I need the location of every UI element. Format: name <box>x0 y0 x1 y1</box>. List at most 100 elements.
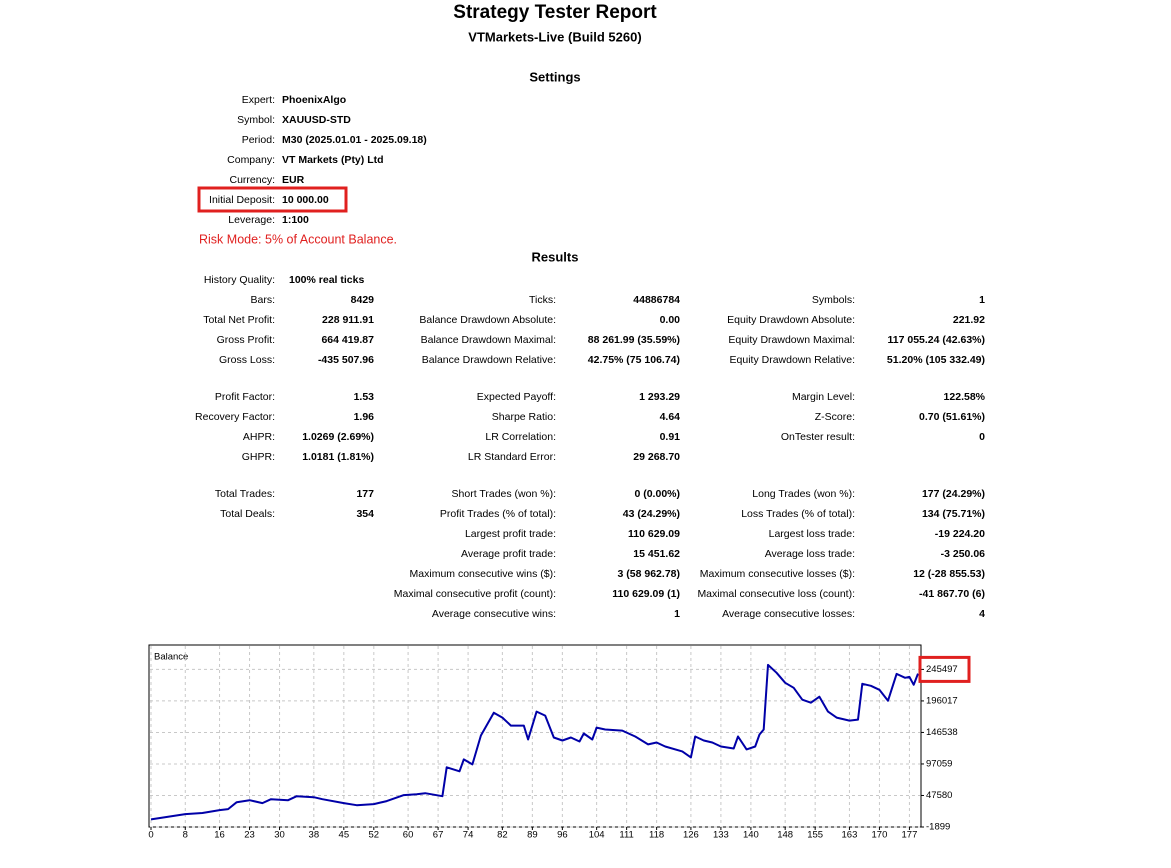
setting-value: PhoenixAlgo <box>282 94 346 106</box>
result-label: Sharpe Ratio: <box>492 411 556 423</box>
result-value: 12 (-28 855.53) <box>913 568 985 580</box>
result-value: -435 507.96 <box>318 354 374 366</box>
result-label: Recovery Factor: <box>195 411 275 423</box>
result-value: -19 224.20 <box>935 528 985 540</box>
report-subtitle: VTMarkets-Live (Build 5260) <box>468 29 641 44</box>
result-value: 221.92 <box>953 314 985 326</box>
result-value: -3 250.06 <box>941 548 986 560</box>
result-value: 29 268.70 <box>633 451 680 463</box>
y-tick-label: 196017 <box>926 695 958 706</box>
result-value: 42.75% (75 106.74) <box>588 354 680 366</box>
y-tick-label: 146538 <box>926 727 958 738</box>
result-label: Ticks: <box>529 294 556 306</box>
result-value: 1 293.29 <box>639 391 680 403</box>
x-tick-label: 16 <box>214 830 225 841</box>
result-value: 664 419.87 <box>321 334 374 346</box>
result-label: AHPR: <box>243 431 275 443</box>
result-label: Equity Drawdown Maximal: <box>728 334 855 346</box>
result-label: Average loss trade: <box>765 548 855 560</box>
result-label: Largest profit trade: <box>465 528 556 540</box>
result-label: Long Trades (won %): <box>752 488 855 500</box>
result-value: 110 629.09 <box>628 528 680 540</box>
setting-value: 10 000.00 <box>282 194 329 206</box>
setting-label: Initial Deposit: <box>209 194 275 206</box>
result-value: 122.58% <box>944 391 986 403</box>
setting-label: Currency: <box>229 174 275 186</box>
result-value: 177 (24.29%) <box>922 488 985 500</box>
x-tick-label: 177 <box>902 830 918 841</box>
result-value: 1 <box>674 608 680 620</box>
result-label: Equity Drawdown Absolute: <box>727 314 855 326</box>
report-title: Strategy Tester Report <box>453 2 657 23</box>
x-tick-label: 111 <box>619 830 633 841</box>
result-value: -41 867.70 (6) <box>919 588 985 600</box>
section-title: Results <box>532 249 579 264</box>
result-value: 44886784 <box>633 294 680 306</box>
x-tick-label: 96 <box>557 830 568 841</box>
x-tick-label: 60 <box>403 830 414 841</box>
result-label: Average profit trade: <box>461 548 556 560</box>
result-value: 354 <box>356 508 374 520</box>
x-tick-label: 30 <box>274 830 285 841</box>
result-label: Total Net Profit: <box>203 314 275 326</box>
result-label: Balance Drawdown Absolute: <box>419 314 556 326</box>
result-value: 177 <box>356 488 374 500</box>
highlight-box <box>918 655 971 683</box>
result-label: Maximal consecutive loss (count): <box>697 588 855 600</box>
result-label: Maximal consecutive profit (count): <box>394 588 556 600</box>
y-tick-label: 245497 <box>926 664 958 675</box>
setting-value: VT Markets (Pty) Ltd <box>282 154 384 166</box>
result-label: Bars: <box>250 294 275 306</box>
result-label: Total Deals: <box>220 508 275 520</box>
x-tick-label: 38 <box>309 830 320 841</box>
result-value: 1.0181 (1.81%) <box>302 451 374 463</box>
setting-label: Symbol: <box>237 114 275 126</box>
result-label: Loss Trades (% of total): <box>741 508 855 520</box>
x-tick-label: 67 <box>433 830 444 841</box>
x-tick-label: 133 <box>713 830 729 841</box>
result-label: Gross Loss: <box>219 354 275 366</box>
x-tick-label: 163 <box>842 830 858 841</box>
setting-value: 1:100 <box>282 214 309 226</box>
result-label: Symbols: <box>812 294 855 306</box>
result-label: LR Correlation: <box>485 431 556 443</box>
setting-label: Company: <box>227 154 275 166</box>
result-value: 51.20% (105 332.49) <box>887 354 985 366</box>
result-value: 117 055.24 (42.63%) <box>888 334 986 346</box>
x-tick-label: 45 <box>339 830 350 841</box>
x-tick-label: 8 <box>183 830 188 841</box>
result-label: Balance Drawdown Relative: <box>422 354 556 366</box>
result-label: Largest loss trade: <box>769 528 855 540</box>
result-label: Profit Factor: <box>215 391 275 403</box>
setting-label: Period: <box>242 134 275 146</box>
result-label: Maximum consecutive losses ($): <box>700 568 855 580</box>
highlight-box <box>197 186 348 213</box>
result-value: 0.70 (51.61%) <box>919 411 985 423</box>
x-tick-label: 23 <box>244 830 255 841</box>
result-value: 1.96 <box>354 411 375 423</box>
result-label: Profit Trades (% of total): <box>440 508 556 520</box>
y-tick-label: 47580 <box>926 790 952 801</box>
x-tick-label: 148 <box>777 830 793 841</box>
result-value: 8429 <box>351 294 375 306</box>
x-tick-label: 118 <box>649 830 664 841</box>
result-value: 228 911.91 <box>322 314 374 326</box>
result-value: 110 629.09 (1) <box>612 588 680 600</box>
result-label: History Quality: <box>204 274 275 286</box>
setting-value: M30 (2025.01.01 - 2025.09.18) <box>282 134 427 146</box>
x-tick-label: 140 <box>743 830 759 841</box>
result-value: 15 451.62 <box>633 548 680 560</box>
result-label: Average consecutive wins: <box>432 608 556 620</box>
result-value: 1.0269 (2.69%) <box>302 431 374 443</box>
x-tick-label: 52 <box>369 830 380 841</box>
setting-value: XAUUSD-STD <box>282 114 351 126</box>
result-label: Maximum consecutive wins ($): <box>410 568 556 580</box>
result-label: Margin Level: <box>792 391 855 403</box>
result-label: Gross Profit: <box>217 334 275 346</box>
result-value: 0 (0.00%) <box>634 488 680 500</box>
section-title: Settings <box>529 69 580 84</box>
result-label: Expected Payoff: <box>477 391 556 403</box>
result-value: 4.64 <box>660 411 681 423</box>
result-label: Balance Drawdown Maximal: <box>421 334 556 346</box>
chart-frame <box>148 644 922 828</box>
